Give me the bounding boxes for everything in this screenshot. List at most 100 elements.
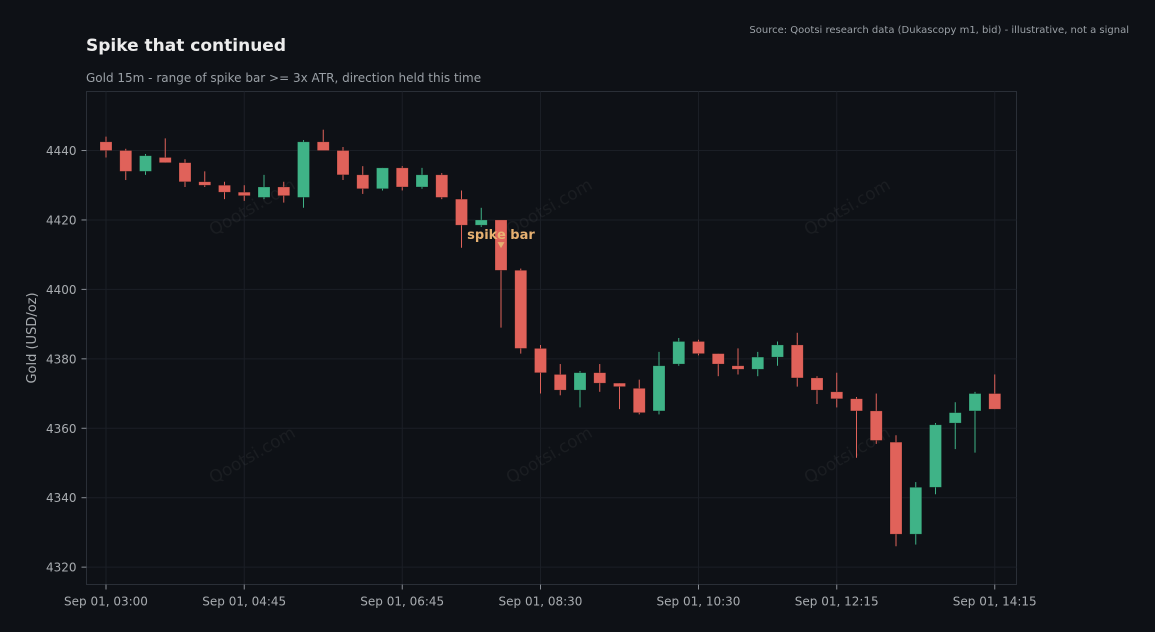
chart-subtitle: Gold 15m - range of spike bar >= 3x ATR,… [86, 71, 481, 85]
candle-body [889, 441, 903, 535]
candle-body [988, 393, 1002, 410]
candle [514, 268, 528, 354]
y-tick-label: 4440 [46, 144, 77, 158]
candle [652, 351, 666, 415]
candle [692, 339, 705, 356]
candle-body [613, 382, 626, 387]
candle [810, 376, 824, 404]
y-axis-ticks: 4320 4340 4360 4380 4400 4420 4440 [46, 144, 87, 575]
candle [139, 153, 152, 175]
candle [672, 338, 686, 366]
annotation-arrow-head [497, 242, 505, 249]
candle-body [395, 167, 409, 188]
candle-body [158, 157, 172, 163]
candle-body [119, 150, 133, 172]
candle-body [297, 141, 310, 198]
candle [297, 140, 310, 208]
candle-body [474, 219, 488, 226]
candle-body [652, 365, 666, 412]
candles [99, 129, 1002, 547]
annotation-label: spike bar [467, 228, 535, 243]
candle [968, 391, 982, 453]
candle [988, 374, 1002, 410]
candle-body [336, 150, 350, 176]
candle-body [356, 174, 370, 190]
candle [376, 167, 389, 191]
x-axis-ticks: Sep 01, 03:00 Sep 01, 04:45 Sep 01, 06:45 S… [64, 584, 1037, 609]
plot-area [86, 91, 1017, 585]
x-tick-label: Sep 01, 12:15 [795, 595, 879, 609]
candle-body [257, 186, 271, 198]
candle [158, 138, 172, 163]
chart-title: Spike that continued [86, 36, 286, 56]
candle [909, 482, 923, 545]
candle [850, 397, 863, 458]
y-axis-label: Gold (USD/oz) [25, 292, 40, 383]
candle [99, 136, 113, 158]
candle [198, 171, 212, 187]
candle [218, 181, 231, 200]
grid-lines [86, 91, 1017, 585]
candle [751, 351, 765, 377]
candle-body [593, 372, 607, 384]
candle-body [948, 412, 962, 424]
candle-body [534, 348, 547, 374]
y-tick-label: 4400 [46, 283, 77, 297]
candle-body [850, 398, 863, 412]
candle [277, 181, 291, 203]
candle [534, 344, 547, 394]
candle-body [731, 365, 745, 370]
candle-body [632, 388, 646, 413]
candle [257, 174, 271, 200]
candle-body [514, 269, 528, 349]
x-tick-label: Sep 01, 14:15 [953, 595, 1037, 609]
candle-body [277, 186, 291, 196]
candle-body [751, 356, 765, 370]
candle [553, 364, 567, 396]
candle [474, 207, 488, 227]
candle [929, 423, 942, 495]
y-tick-label: 4340 [46, 491, 77, 505]
candle [336, 147, 350, 181]
candle-body [672, 341, 686, 365]
candle [178, 159, 192, 187]
candle-body [790, 344, 804, 379]
candle [593, 364, 607, 392]
candle-body [99, 141, 113, 151]
candle-body [237, 191, 251, 196]
y-tick-label: 4420 [46, 213, 77, 227]
candle-body [968, 393, 982, 412]
candle [711, 353, 725, 377]
candle [771, 341, 784, 366]
candle [119, 148, 133, 181]
candle [869, 393, 883, 444]
candle [415, 167, 429, 189]
candle [731, 348, 745, 375]
candle [356, 166, 370, 194]
y-tick-label: 4360 [46, 422, 77, 436]
spike-annotation: spike bar [467, 228, 535, 249]
candle [790, 332, 804, 387]
candle-body [218, 184, 231, 193]
x-tick-label: Sep 01, 04:45 [202, 595, 286, 609]
candle-body [573, 372, 587, 391]
candle [455, 190, 468, 248]
y-tick-label: 4320 [46, 561, 77, 575]
candle-body [376, 167, 389, 190]
candle-body [455, 198, 468, 226]
candle-body [415, 174, 429, 188]
candle-body [929, 424, 942, 488]
candle-body [869, 410, 883, 441]
candle-body [198, 181, 212, 186]
candle [573, 370, 587, 408]
y-tick-label: 4380 [46, 352, 77, 366]
x-tick-label: Sep 01, 03:00 [64, 595, 148, 609]
candle-body [830, 391, 844, 400]
candle-body [810, 377, 824, 391]
x-tick-label: Sep 01, 10:30 [657, 595, 741, 609]
candle-body [316, 141, 330, 151]
candle-body [909, 486, 923, 535]
candle [830, 372, 844, 408]
x-tick-label: Sep 01, 06:45 [360, 595, 444, 609]
